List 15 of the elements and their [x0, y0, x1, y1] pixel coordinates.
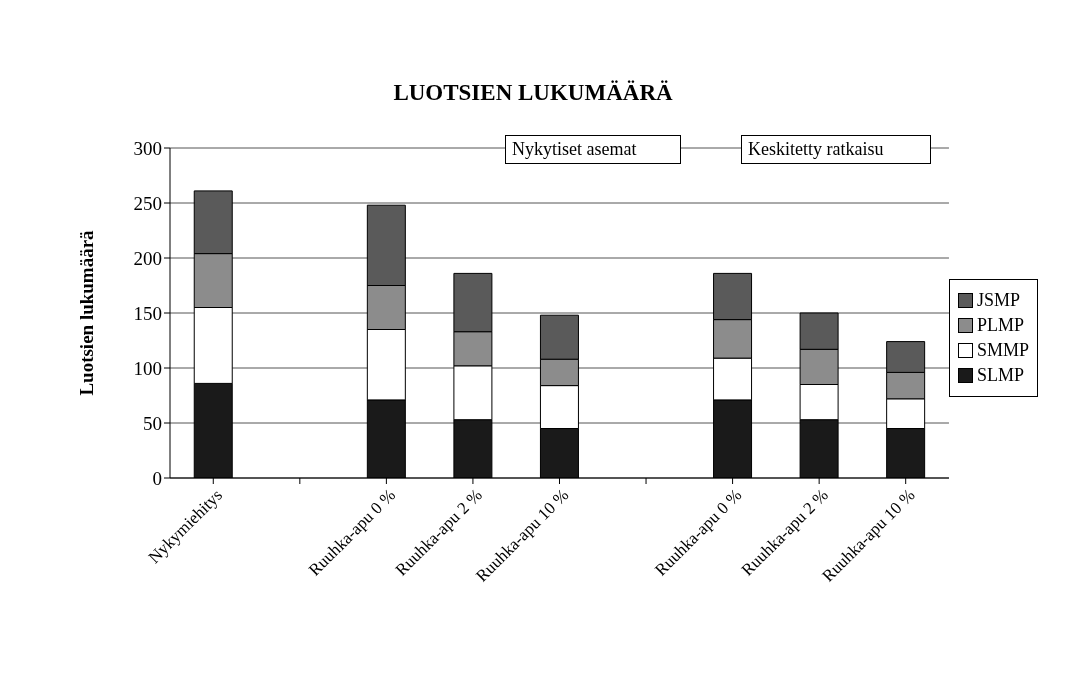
legend-label: JSMP [975, 290, 1021, 311]
legend-label: SLMP [975, 365, 1025, 386]
y-tick-label: 50 [143, 412, 162, 434]
group-caption-box: Keskitetty ratkaisu [741, 135, 931, 164]
y-tick-label: 200 [133, 247, 162, 269]
y-tick-label: 150 [133, 302, 162, 324]
y-tick-label: 300 [133, 137, 162, 159]
group-caption-box: Nykytiset asemat [505, 135, 681, 164]
legend-label: PLMP [975, 315, 1025, 336]
y-tick-label: 100 [133, 357, 162, 379]
y-axis-title: Luotsien lukumäärä [75, 229, 97, 396]
y-tick-label: 0 [152, 467, 162, 489]
chart-title: LUOTSIEN LUKUMÄÄRÄ [392, 80, 674, 106]
legend-label: SMMP [975, 340, 1029, 361]
y-tick-label: 250 [133, 192, 162, 214]
